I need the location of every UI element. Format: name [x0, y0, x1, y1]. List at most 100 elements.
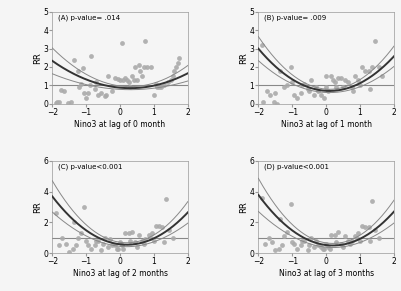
Point [91, 243, 97, 248]
Point [73, 243, 79, 248]
Point [85, 91, 91, 95]
Point [63, 242, 69, 246]
Point [132, 65, 138, 69]
Point [300, 81, 307, 86]
Point [263, 88, 269, 93]
Point [375, 235, 381, 240]
Point [118, 243, 125, 248]
Point [174, 61, 180, 65]
Point [332, 85, 339, 90]
Point [288, 240, 295, 245]
Point [147, 235, 154, 240]
Point [294, 246, 300, 251]
Point [138, 74, 145, 79]
Point [280, 85, 286, 90]
Point [307, 235, 313, 240]
Point [337, 242, 344, 246]
Point [103, 92, 109, 97]
Point [317, 92, 324, 97]
Point [371, 39, 378, 43]
Point [297, 243, 303, 248]
Point [154, 85, 160, 90]
Point [277, 68, 283, 73]
Point [298, 239, 305, 243]
Point [117, 77, 123, 82]
Point [278, 243, 285, 248]
Point [61, 88, 67, 93]
Point [348, 239, 354, 243]
Point [81, 91, 87, 95]
Point [356, 83, 363, 88]
Point [366, 239, 373, 243]
Point [268, 240, 274, 245]
Point [290, 92, 296, 97]
Point [356, 239, 363, 243]
Point [277, 217, 283, 222]
Point [351, 74, 357, 79]
Point [354, 231, 360, 235]
Point [169, 74, 175, 79]
Point [127, 85, 133, 90]
Point [297, 91, 303, 95]
Point [125, 231, 132, 235]
Point [66, 249, 72, 254]
Point [134, 245, 140, 249]
Point [88, 54, 94, 58]
Point [52, 211, 59, 216]
Point [138, 239, 145, 243]
Point [120, 246, 126, 251]
Point [334, 76, 340, 80]
Point [259, 100, 266, 104]
Point [348, 85, 354, 90]
Point [135, 63, 142, 68]
Point [319, 246, 325, 251]
Point [140, 242, 147, 246]
Point [137, 68, 143, 73]
Point [127, 239, 133, 243]
Point [305, 243, 312, 248]
Point [354, 77, 360, 82]
Point [81, 205, 87, 210]
Point [101, 94, 108, 99]
Point [125, 79, 132, 84]
Point [288, 79, 295, 84]
Point [266, 92, 273, 97]
Point [290, 242, 296, 246]
X-axis label: Nino3 at lag of 2 months: Nino3 at lag of 2 months [72, 269, 167, 278]
Point [271, 248, 278, 252]
Point [93, 79, 99, 84]
Point [105, 245, 111, 249]
Point [270, 100, 276, 104]
Point [56, 100, 62, 104]
Point [52, 101, 59, 105]
Point [312, 85, 318, 90]
Point [283, 83, 290, 88]
Point [99, 242, 106, 246]
Point [71, 220, 77, 225]
Point [115, 77, 121, 81]
Point [166, 228, 172, 233]
Point [152, 223, 158, 228]
Point [83, 239, 89, 243]
Point [330, 79, 337, 84]
Point [108, 243, 115, 248]
Point [320, 246, 327, 251]
X-axis label: Nino3 at lag of 3 months: Nino3 at lag of 3 months [278, 269, 373, 278]
Point [160, 240, 167, 245]
Text: (D) p-value<0.001: (D) p-value<0.001 [263, 164, 328, 170]
Point [105, 74, 111, 79]
Point [324, 88, 330, 93]
Point [169, 235, 175, 240]
Point [258, 196, 264, 200]
Point [150, 92, 157, 97]
Point [371, 228, 378, 233]
Point [298, 83, 305, 88]
Point [117, 240, 123, 245]
Point [349, 88, 356, 93]
Text: (A) p-value= .014: (A) p-value= .014 [57, 15, 119, 21]
Point [120, 77, 126, 82]
Point [339, 85, 346, 90]
Point [283, 229, 290, 234]
Point [304, 248, 310, 252]
Point [95, 92, 101, 97]
